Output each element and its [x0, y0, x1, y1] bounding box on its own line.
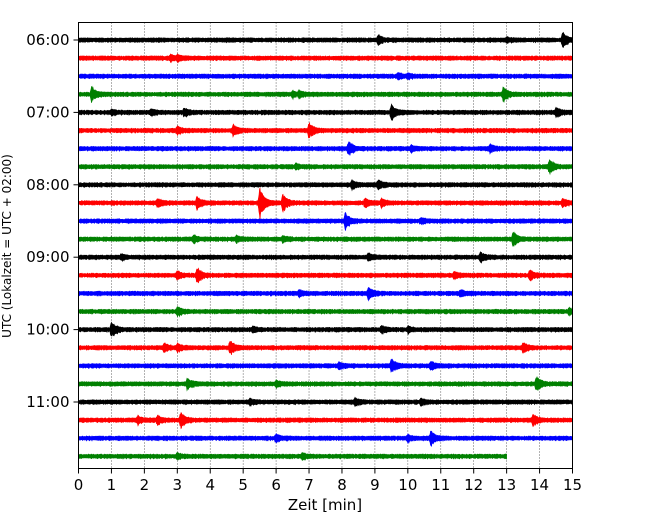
- trace-1030: [78, 358, 573, 373]
- y-tick-label: 06:00: [26, 31, 69, 49]
- trace-1000: [78, 321, 573, 337]
- trace-0730: [78, 141, 573, 156]
- trace-1045: [78, 376, 573, 392]
- x-tick-label: 9: [370, 476, 380, 494]
- plot-frame: [78, 22, 573, 469]
- trace-0600: [78, 31, 573, 48]
- x-tick-label: 10: [398, 476, 417, 494]
- x-tick-label: 1: [107, 476, 117, 494]
- x-tick-label: 3: [173, 476, 183, 494]
- trace-1130: [78, 430, 573, 447]
- x-tick-label: 12: [464, 476, 483, 494]
- y-tick-label: 09:00: [26, 248, 69, 266]
- grid: [111, 22, 540, 469]
- x-axis: 0 1 2 3 4 5 6 7 8 9 10 11 12 13 14 15: [74, 468, 582, 494]
- x-tick-label: 2: [140, 476, 150, 494]
- y-tick-label: 10:00: [26, 321, 69, 339]
- trace-1115: [78, 412, 573, 430]
- trace-0915: [78, 267, 573, 284]
- x-tick-label: 11: [431, 476, 450, 494]
- trace-0900: [78, 251, 573, 264]
- trace-0830: [78, 211, 573, 231]
- x-tick-label: 7: [304, 476, 314, 494]
- trace-0615: [78, 53, 573, 64]
- trace-1100: [78, 396, 573, 408]
- trace-0715: [78, 122, 573, 139]
- y-tick-label: 11:00: [26, 393, 69, 411]
- y-axis-label: UTC (Lokalzeit = UTC + 02:00): [0, 154, 14, 338]
- trace-0945: [78, 306, 573, 318]
- x-tick-label: 6: [271, 476, 281, 494]
- x-tick-label: 13: [497, 476, 516, 494]
- trace-0845: [78, 231, 573, 248]
- trace-0800: [78, 178, 573, 192]
- trace-0745: [78, 159, 573, 176]
- traces: [78, 31, 573, 461]
- y-axis: 06:00 07:00 08:00 09:00 10:00 11:00: [26, 31, 79, 411]
- trace-1145: [78, 452, 507, 461]
- x-axis-label: Zeit [min]: [288, 496, 362, 514]
- x-tick-label: 8: [337, 476, 347, 494]
- trace-0815: [78, 187, 573, 221]
- y-tick-label: 08:00: [26, 176, 69, 194]
- trace-1015: [78, 340, 573, 355]
- x-tick-label: 14: [530, 476, 549, 494]
- x-tick-label: 0: [74, 476, 84, 494]
- trace-0645: [78, 85, 573, 103]
- x-tick-label: 15: [563, 476, 582, 494]
- x-tick-label: 4: [205, 476, 215, 494]
- trace-0930: [78, 286, 573, 302]
- trace-0630: [78, 71, 573, 81]
- y-tick-label: 07:00: [26, 103, 69, 121]
- x-tick-label: 5: [238, 476, 248, 494]
- trace-0700: [78, 103, 573, 121]
